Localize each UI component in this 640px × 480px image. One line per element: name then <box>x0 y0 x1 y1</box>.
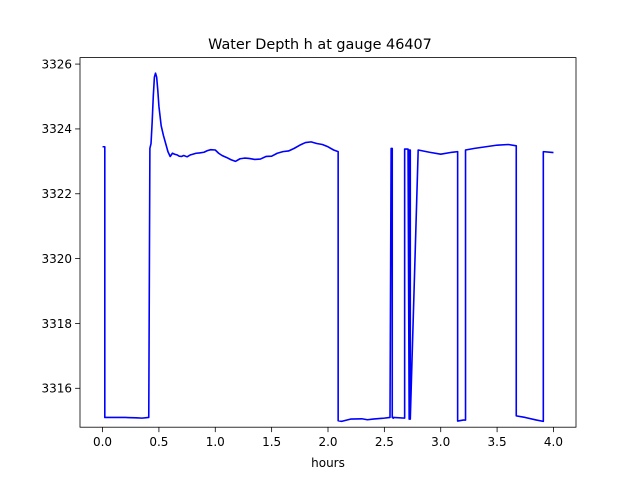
x-tick-label: 1.5 <box>262 435 281 449</box>
x-tick-label: 1.0 <box>206 435 225 449</box>
x-tick-label: 3.0 <box>431 435 450 449</box>
y-tick-label: 3320 <box>41 252 72 266</box>
x-tick-label: 3.5 <box>488 435 507 449</box>
x-tick-label: 0.0 <box>93 435 112 449</box>
x-tick-label: 2.0 <box>318 435 337 449</box>
y-tick-label: 3316 <box>41 382 72 396</box>
y-axis: 3316 3318 3320 3322 3324 3326 <box>41 57 80 396</box>
y-tick-label: 3322 <box>41 187 72 201</box>
y-tick-label: 3318 <box>41 317 72 331</box>
x-tick-label: 4.0 <box>544 435 563 449</box>
y-tick-label: 3324 <box>41 122 72 136</box>
y-tick-label: 3326 <box>41 57 72 71</box>
x-tick-label: 2.5 <box>375 435 394 449</box>
plot-area <box>102 72 554 423</box>
chart-title: Water Depth h at gauge 46407 <box>208 37 432 53</box>
series-line <box>102 72 554 423</box>
x-tick-label: 0.5 <box>149 435 168 449</box>
x-axis: 0.0 0.5 1.0 1.5 2.0 2.5 3.0 3.5 4.0 <box>93 427 563 449</box>
x-axis-label: hours <box>311 456 345 470</box>
